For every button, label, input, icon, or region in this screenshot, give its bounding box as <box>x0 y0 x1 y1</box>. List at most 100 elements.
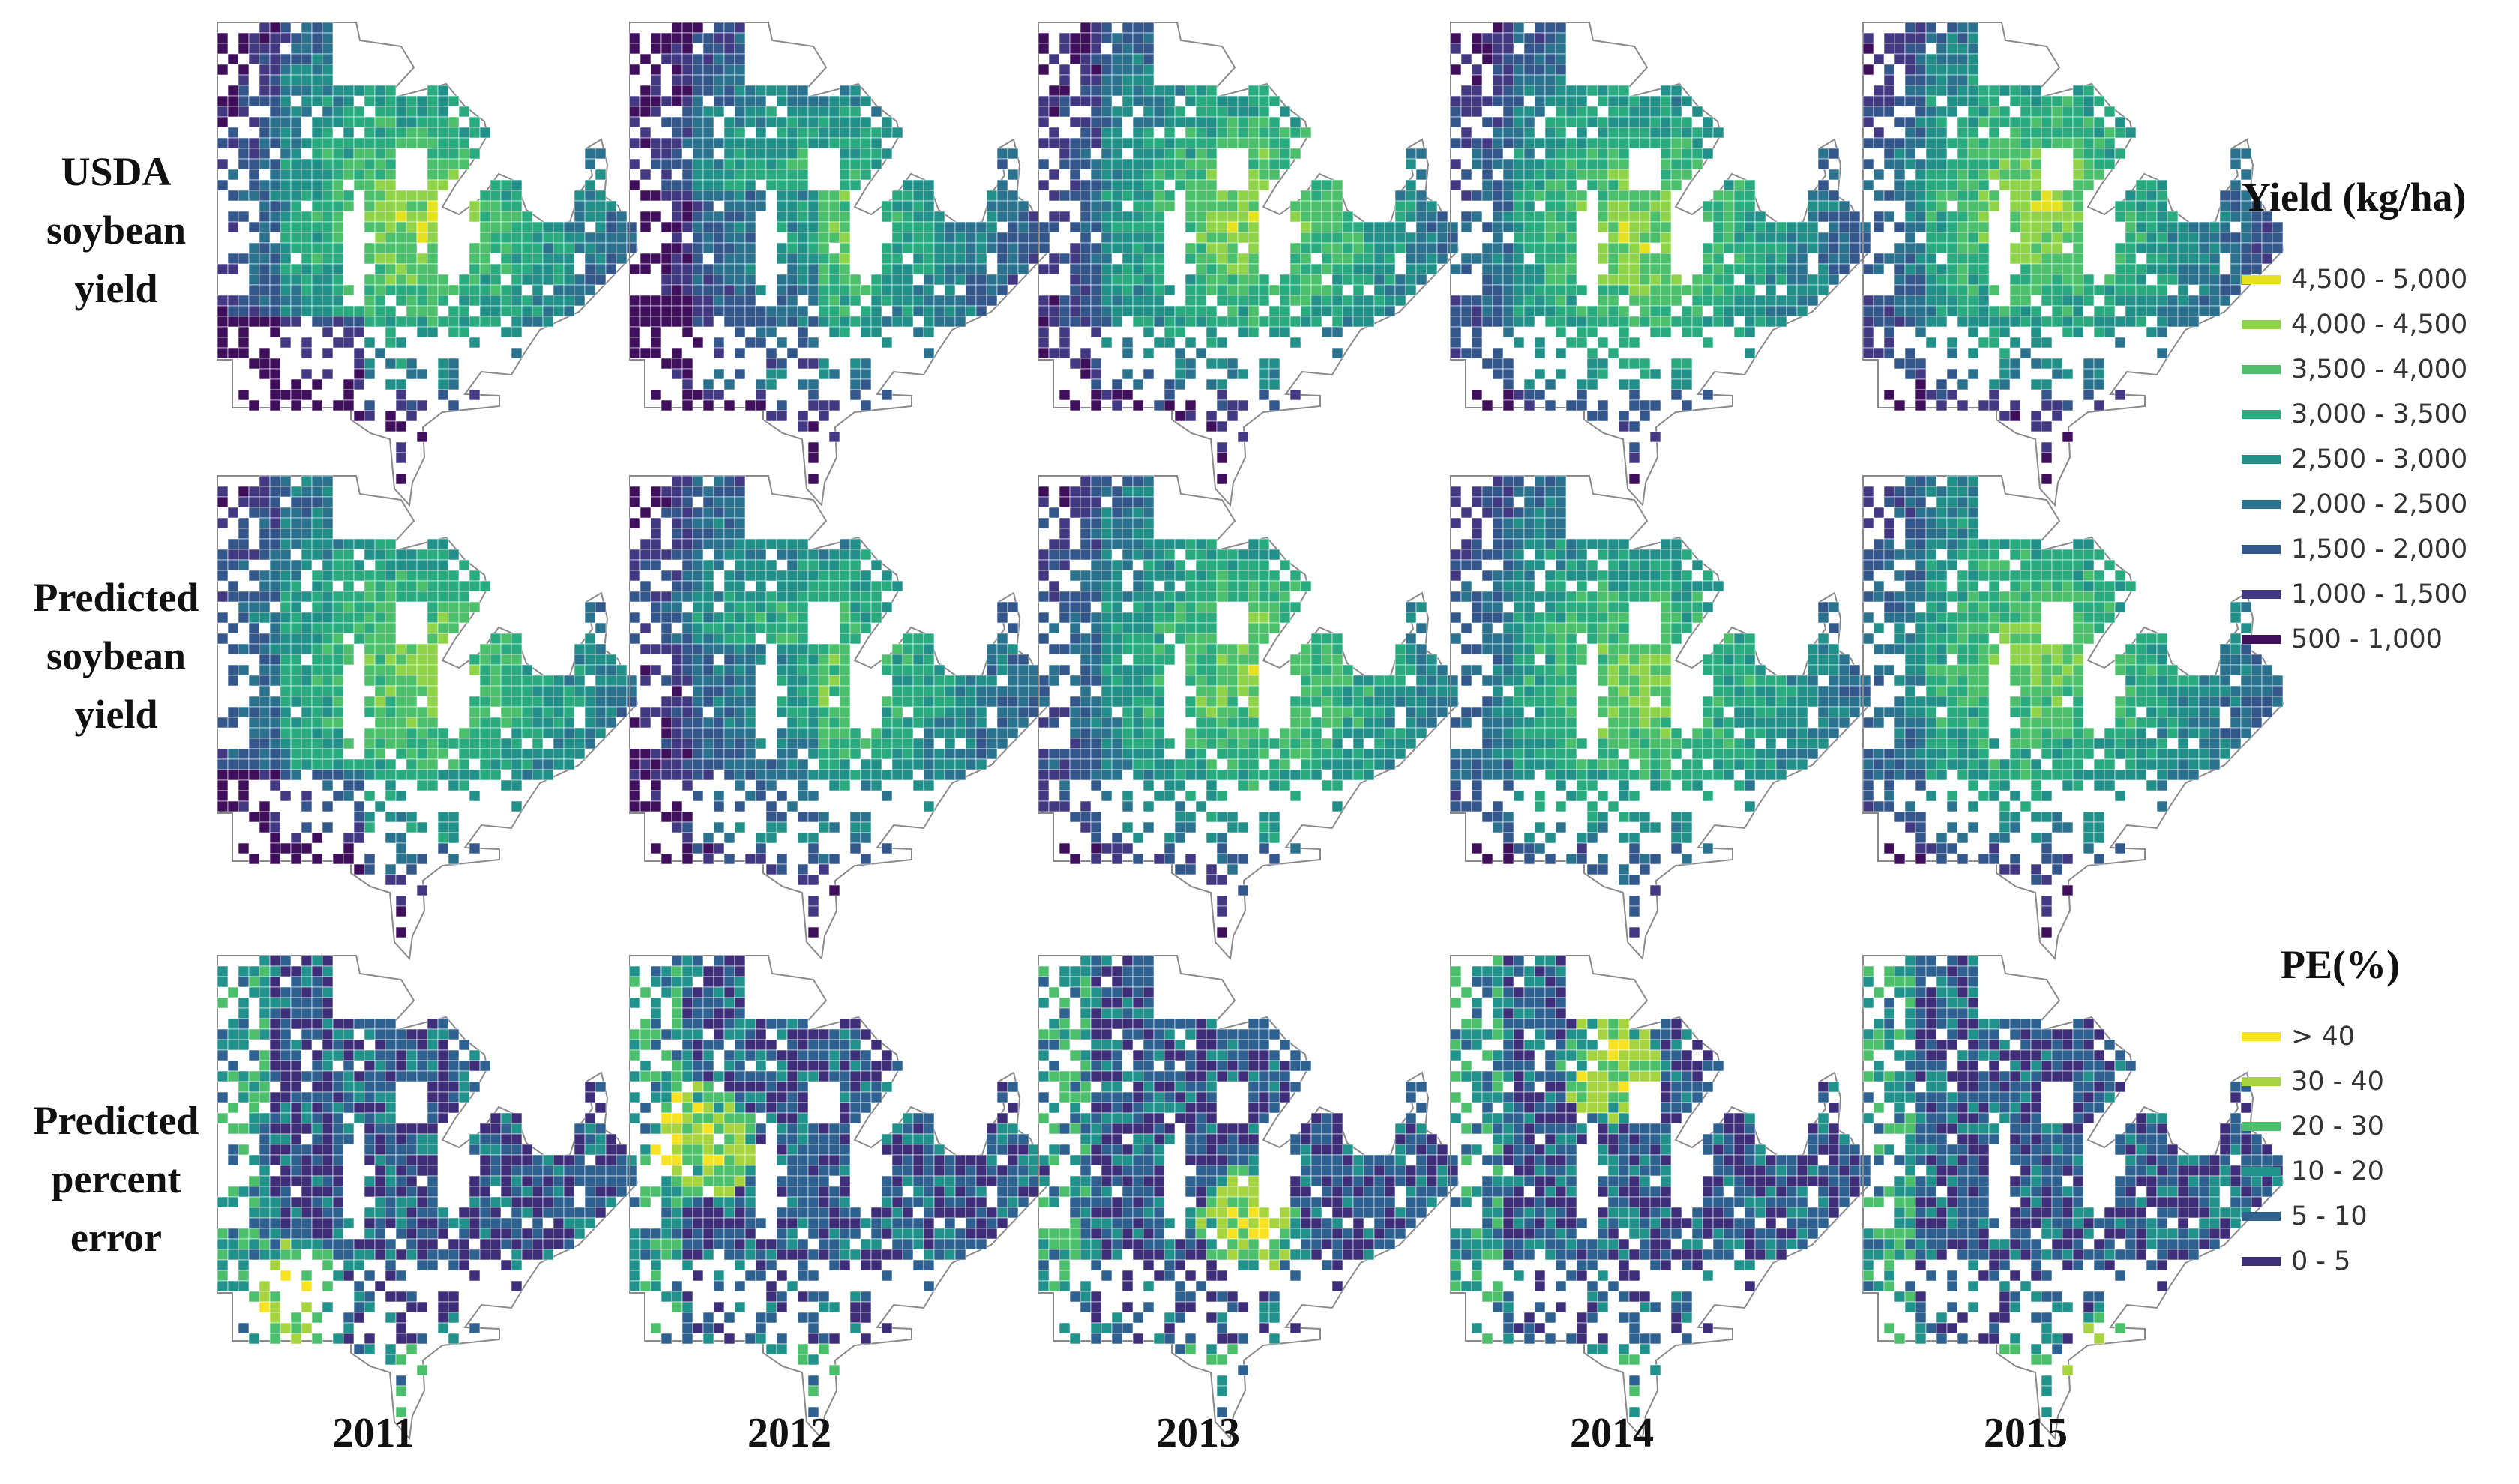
county-cell <box>776 664 788 676</box>
county-cell <box>395 116 407 128</box>
county-cell <box>1786 295 1798 307</box>
county-cell <box>1450 43 1462 55</box>
county-cell <box>1915 263 1927 275</box>
county-cell <box>311 305 323 317</box>
county-cell <box>986 727 998 739</box>
county-cell <box>839 570 851 582</box>
county-cell <box>553 263 565 275</box>
county-cell <box>1904 242 1916 254</box>
county-cell <box>353 779 365 791</box>
county-cell <box>1101 305 1113 317</box>
county-cell <box>332 316 344 328</box>
county-cell <box>1775 242 1787 254</box>
county-cell <box>259 601 271 613</box>
county-cell <box>734 242 746 254</box>
county-cell <box>1873 316 1885 328</box>
county-cell <box>280 738 292 749</box>
county-cell <box>1132 74 1144 86</box>
county-cell <box>290 738 302 749</box>
county-cell <box>2062 326 2074 338</box>
county-cell <box>1502 127 1514 139</box>
county-cell <box>723 475 735 487</box>
county-cell <box>322 85 334 97</box>
county-cell <box>469 337 481 349</box>
county-cell <box>1523 169 1535 181</box>
county-cell <box>238 758 250 770</box>
county-cell <box>280 74 292 86</box>
county-cell <box>797 85 809 97</box>
county-cell <box>660 769 672 781</box>
county-cell <box>1007 253 1019 265</box>
county-cell <box>744 570 756 582</box>
county-cell <box>406 368 418 380</box>
county-cell <box>1321 295 1333 307</box>
county-cell <box>1132 22 1144 34</box>
county-cell <box>1723 284 1735 296</box>
county-cell <box>2156 200 2168 212</box>
county-cell <box>1174 410 1186 422</box>
county-cell <box>416 263 428 275</box>
county-cell <box>1048 263 1060 275</box>
county-cell <box>2125 127 2137 139</box>
county-cell <box>650 148 662 160</box>
county-cell <box>1946 106 1958 118</box>
county-cell <box>1733 211 1745 223</box>
county-cell <box>521 758 533 770</box>
county-cell <box>469 769 481 781</box>
county-cell <box>2093 326 2105 338</box>
county-cell <box>574 190 586 202</box>
county-cell <box>671 179 683 191</box>
county-cell <box>660 137 672 149</box>
county-cell <box>2051 221 2063 233</box>
county-cell <box>1670 389 1682 401</box>
county-cell <box>1639 305 1651 317</box>
county-cell <box>1258 274 1270 286</box>
county-cell <box>448 326 460 338</box>
county-cell <box>807 473 819 485</box>
county-cell <box>870 316 882 328</box>
county-cell <box>1227 200 1239 212</box>
county-cell <box>1132 274 1144 286</box>
county-cell <box>217 570 229 582</box>
county-cell <box>1915 116 1927 128</box>
county-cell <box>660 486 672 498</box>
county-cell <box>881 284 893 296</box>
county-cell <box>912 211 924 223</box>
county-cell <box>723 633 735 645</box>
county-cell <box>416 221 428 233</box>
county-cell <box>290 127 302 139</box>
county-cell <box>671 253 683 265</box>
county-cell <box>1817 211 1829 223</box>
county-cell <box>776 211 788 223</box>
county-cell <box>458 612 470 624</box>
county-cell <box>1544 169 1556 181</box>
county-cell <box>2167 242 2179 254</box>
county-cell <box>975 696 987 708</box>
county-cell <box>1038 221 1050 233</box>
county-cell <box>1007 148 1019 160</box>
county-cell <box>280 95 292 107</box>
county-cell <box>1978 211 1990 223</box>
county-cell <box>734 295 746 307</box>
county-cell <box>248 399 260 411</box>
county-cell <box>332 538 344 550</box>
county-cell <box>734 706 746 718</box>
county-cell <box>332 137 344 149</box>
county-cell <box>280 748 292 760</box>
county-cell <box>322 368 334 380</box>
county-cell <box>1807 295 1819 307</box>
county-cell <box>2062 106 2074 118</box>
county-cell <box>395 811 407 823</box>
county-cell <box>828 769 840 781</box>
county-cell <box>1069 358 1081 370</box>
county-cell <box>1513 295 1525 307</box>
county-cell <box>1164 284 1176 296</box>
county-cell <box>1090 43 1102 55</box>
county-cell <box>290 528 302 540</box>
county-cell <box>755 326 767 338</box>
county-cell <box>563 295 575 307</box>
county-cell <box>807 580 819 592</box>
county-cell <box>1415 169 1427 181</box>
county-cell <box>353 179 365 191</box>
